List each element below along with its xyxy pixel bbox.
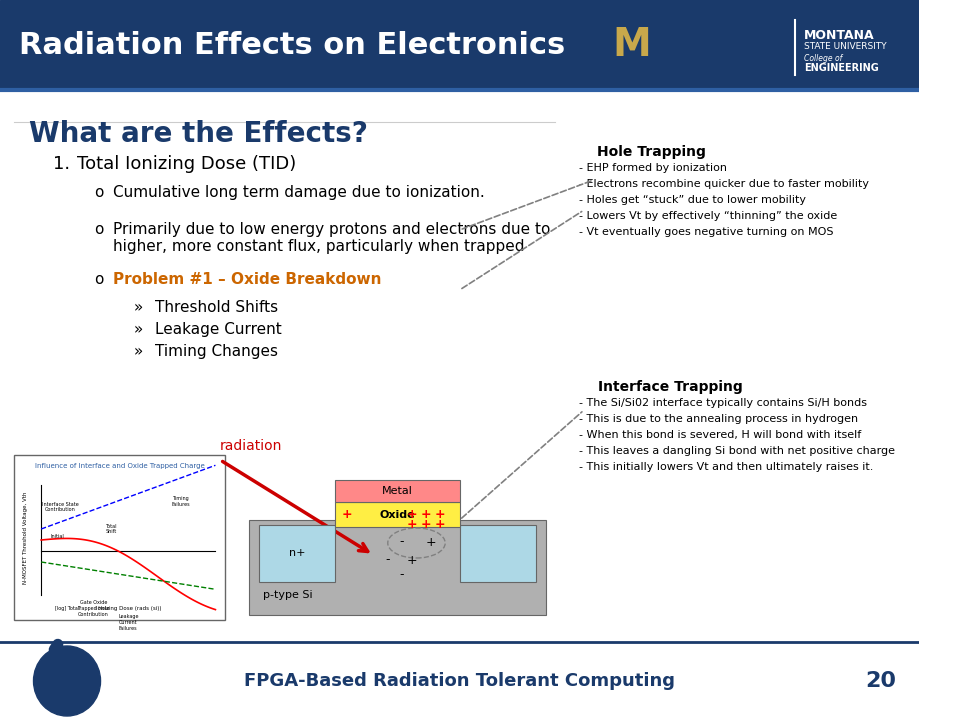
Text: Leakage Current: Leakage Current xyxy=(156,322,282,337)
Text: N-MOSFET Threshold Voltage, Vth: N-MOSFET Threshold Voltage, Vth xyxy=(23,491,29,584)
Text: radiation: radiation xyxy=(220,439,282,453)
Text: 20: 20 xyxy=(865,671,897,691)
Text: -: - xyxy=(400,536,404,549)
Text: Gate Oxide
Trapped Hole
Contribution: Gate Oxide Trapped Hole Contribution xyxy=(77,600,109,616)
Text: ENGINEERING: ENGINEERING xyxy=(804,63,879,73)
Text: Leakage
Current
Failures: Leakage Current Failures xyxy=(118,614,138,631)
Text: -: - xyxy=(386,554,390,567)
Bar xyxy=(258,525,335,582)
Text: - This leaves a dangling Si bond with net positive charge: - This leaves a dangling Si bond with ne… xyxy=(579,446,896,456)
Text: - Holes get “stuck” due to lower mobility: - Holes get “stuck” due to lower mobilit… xyxy=(579,195,806,205)
Text: - Lowers Vt by effectively “thinning” the oxide: - Lowers Vt by effectively “thinning” th… xyxy=(579,211,837,221)
Text: +: + xyxy=(406,508,417,521)
Text: - The Si/Si02 interface typically contains Si/H bonds: - The Si/Si02 interface typically contai… xyxy=(579,398,867,408)
Text: +: + xyxy=(406,518,417,531)
Text: MONTANA: MONTANA xyxy=(804,29,875,42)
Text: - EHP formed by ionization: - EHP formed by ionization xyxy=(579,163,728,173)
Text: [log] Total: [log] Total xyxy=(55,606,80,611)
Bar xyxy=(249,520,545,615)
Bar xyxy=(14,455,225,620)
Text: Metal: Metal xyxy=(382,486,413,496)
Text: - This is due to the annealing process in hydrogen: - This is due to the annealing process i… xyxy=(579,414,858,424)
Text: +: + xyxy=(341,508,352,521)
Text: +: + xyxy=(435,518,445,531)
Text: Influence of Interface and Oxide Trapped Charge: Influence of Interface and Oxide Trapped… xyxy=(35,463,204,469)
Text: +: + xyxy=(406,554,417,567)
Bar xyxy=(460,525,536,582)
Text: +: + xyxy=(425,536,436,549)
Text: +: + xyxy=(420,518,431,531)
Text: 1.: 1. xyxy=(53,155,70,173)
Text: Timing Changes: Timing Changes xyxy=(156,344,278,359)
FancyArrowPatch shape xyxy=(54,644,58,649)
Text: College of: College of xyxy=(804,53,843,63)
Text: -: - xyxy=(400,569,404,582)
Text: Radiation Effects on Electronics: Radiation Effects on Electronics xyxy=(19,30,565,60)
Text: Ionizing Dose (rads (si)): Ionizing Dose (rads (si)) xyxy=(96,606,161,611)
Text: Problem #1 – Oxide Breakdown: Problem #1 – Oxide Breakdown xyxy=(113,272,381,287)
Text: Primarily due to low energy protons and electrons due to
higher, more constant f: Primarily due to low energy protons and … xyxy=(113,222,550,254)
Text: n+: n+ xyxy=(289,548,305,558)
Text: o: o xyxy=(94,222,104,237)
Text: What are the Effects?: What are the Effects? xyxy=(29,120,368,148)
Text: Threshold Shifts: Threshold Shifts xyxy=(156,300,278,315)
Text: - Vt eventually goes negative turning on MOS: - Vt eventually goes negative turning on… xyxy=(579,227,833,237)
Bar xyxy=(335,480,460,502)
Text: Cumulative long term damage due to ionization.: Cumulative long term damage due to ioniz… xyxy=(113,185,485,200)
Bar xyxy=(608,10,909,82)
Text: Timing
Failures: Timing Failures xyxy=(171,496,190,507)
Text: +: + xyxy=(420,508,431,521)
Text: - This initially lowers Vt and then ultimately raises it.: - This initially lowers Vt and then ulti… xyxy=(579,462,874,472)
Text: - When this bond is severed, H will bond with itself: - When this bond is severed, H will bond… xyxy=(579,430,861,440)
Text: STATE UNIVERSITY: STATE UNIVERSITY xyxy=(804,42,887,50)
Text: o: o xyxy=(94,272,104,287)
Text: Total Ionizing Dose (TID): Total Ionizing Dose (TID) xyxy=(77,155,296,173)
Text: »: » xyxy=(134,322,143,337)
Text: Interface Trapping: Interface Trapping xyxy=(598,380,743,394)
Text: Hole Trapping: Hole Trapping xyxy=(596,145,706,159)
Text: M: M xyxy=(612,26,651,64)
Text: »: » xyxy=(134,300,143,315)
Text: p-type Si: p-type Si xyxy=(263,590,313,600)
Text: FPGA-Based Radiation Tolerant Computing: FPGA-Based Radiation Tolerant Computing xyxy=(244,672,675,690)
Bar xyxy=(335,502,460,527)
Text: Oxide: Oxide xyxy=(379,510,415,520)
Text: »: » xyxy=(134,344,143,359)
Text: Initial: Initial xyxy=(51,534,64,539)
Text: Interface State
Contribution: Interface State Contribution xyxy=(42,502,79,513)
Text: +: + xyxy=(435,508,445,521)
Circle shape xyxy=(34,646,101,716)
Text: - Electrons recombine quicker due to faster mobility: - Electrons recombine quicker due to fas… xyxy=(579,179,869,189)
Text: Total
Shift: Total Shift xyxy=(105,523,116,534)
Text: o: o xyxy=(94,185,104,200)
Bar xyxy=(0,0,919,90)
